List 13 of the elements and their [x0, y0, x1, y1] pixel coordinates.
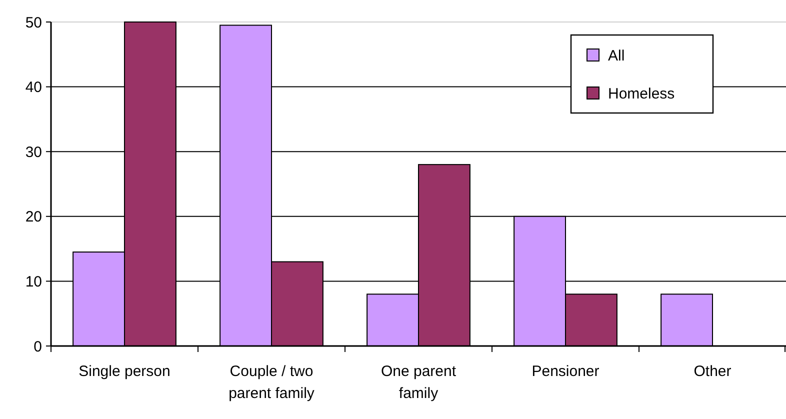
y-tick-label: 20: [25, 208, 42, 226]
x-tick-label: Couple / two parent family: [228, 363, 315, 402]
y-tick-label: 50: [25, 14, 42, 32]
x-tick-label: One parent family: [380, 363, 457, 402]
y-tick-label: 30: [25, 144, 42, 161]
x-tick-label: Single person: [78, 363, 170, 380]
legend-label: Homeless: [608, 85, 675, 102]
y-tick-label: 10: [25, 273, 42, 290]
x-tick-label: Pensioner: [532, 363, 600, 380]
legend-label: All: [608, 47, 625, 64]
x-tick-label: Other: [694, 363, 732, 380]
y-tick-label: 0: [34, 338, 42, 356]
y-tick-label: 40: [25, 79, 42, 96]
